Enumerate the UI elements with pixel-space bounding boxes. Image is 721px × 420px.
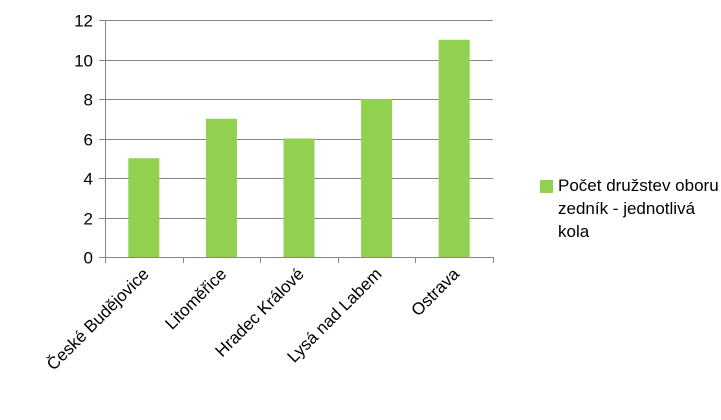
y-tick-label: 0	[84, 249, 93, 268]
bar	[128, 158, 160, 257]
legend: Počet družstev oboru zedník - jednotlivá…	[540, 174, 721, 243]
bar	[283, 138, 315, 257]
x-tick-label: Litoměřice	[161, 264, 230, 333]
legend-swatch	[540, 180, 553, 193]
y-tick-label: 8	[84, 91, 93, 110]
x-tick-label: České Budějovice	[43, 264, 153, 374]
bar	[361, 99, 393, 257]
bars	[128, 39, 470, 257]
y-tick-label: 12	[74, 12, 93, 31]
y-tick-labels: 0 2 4 6 8 10 12	[74, 12, 93, 268]
bar	[438, 39, 470, 257]
y-tick-label: 2	[84, 210, 93, 229]
x-tick-label: Ostrava	[407, 264, 463, 320]
y-tick-label: 6	[84, 131, 93, 150]
y-tick-label: 10	[74, 52, 93, 71]
y-tick-label: 4	[84, 170, 93, 189]
legend-label: Počet družstev oboru zedník - jednotlivá…	[558, 176, 719, 241]
axes	[105, 20, 494, 263]
bar	[205, 118, 237, 257]
